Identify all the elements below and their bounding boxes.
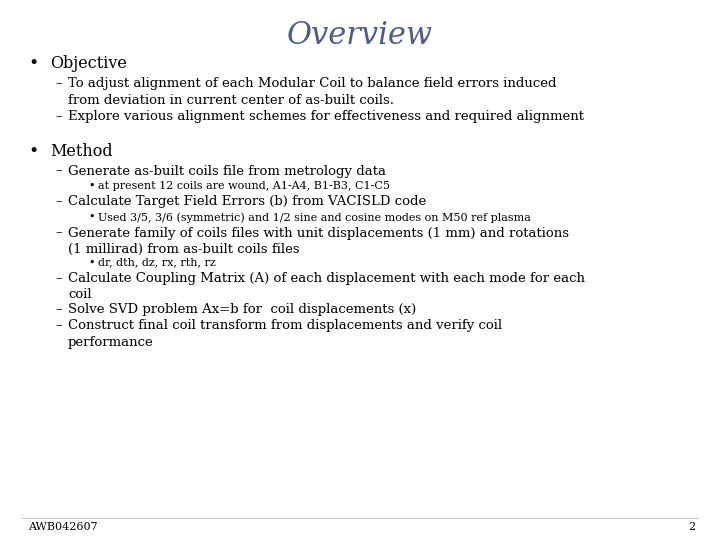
Text: –: – bbox=[55, 320, 62, 333]
Text: •: • bbox=[28, 55, 38, 72]
Text: 2: 2 bbox=[688, 522, 695, 532]
Text: Method: Method bbox=[50, 143, 112, 159]
Text: dr, dth, dz, rx, rth, rz: dr, dth, dz, rx, rth, rz bbox=[98, 258, 216, 267]
Text: –: – bbox=[55, 110, 62, 123]
Text: –: – bbox=[55, 195, 62, 208]
Text: Calculate Coupling Matrix (A) of each displacement with each mode for each
coil: Calculate Coupling Matrix (A) of each di… bbox=[68, 272, 585, 301]
Text: Generate family of coils files with unit displacements (1 mm) and rotations
(1 m: Generate family of coils files with unit… bbox=[68, 226, 569, 256]
Text: at present 12 coils are wound, A1-A4, B1-B3, C1-C5: at present 12 coils are wound, A1-A4, B1… bbox=[98, 181, 390, 191]
Text: Overview: Overview bbox=[287, 20, 433, 51]
Text: –: – bbox=[55, 77, 62, 90]
Text: Generate as-built coils file from metrology data: Generate as-built coils file from metrol… bbox=[68, 165, 386, 178]
Text: •: • bbox=[88, 212, 94, 222]
Text: Objective: Objective bbox=[50, 55, 127, 72]
Text: AWB042607: AWB042607 bbox=[28, 522, 98, 532]
Text: •: • bbox=[28, 143, 38, 159]
Text: –: – bbox=[55, 226, 62, 240]
Text: –: – bbox=[55, 272, 62, 285]
Text: •: • bbox=[88, 258, 94, 267]
Text: –: – bbox=[55, 303, 62, 316]
Text: Used 3/5, 3/6 (symmetric) and 1/2 sine and cosine modes on M50 ref plasma: Used 3/5, 3/6 (symmetric) and 1/2 sine a… bbox=[98, 212, 531, 222]
Text: Solve SVD problem Ax=b for  coil displacements (x): Solve SVD problem Ax=b for coil displace… bbox=[68, 303, 416, 316]
Text: To adjust alignment of each Modular Coil to balance field errors induced
from de: To adjust alignment of each Modular Coil… bbox=[68, 77, 557, 106]
Text: –: – bbox=[55, 165, 62, 178]
Text: Explore various alignment schemes for effectiveness and required alignment: Explore various alignment schemes for ef… bbox=[68, 110, 584, 123]
Text: Calculate Target Field Errors (b) from VACISLD code: Calculate Target Field Errors (b) from V… bbox=[68, 195, 426, 208]
Text: •: • bbox=[88, 181, 94, 191]
Text: Construct final coil transform from displacements and verify coil
performance: Construct final coil transform from disp… bbox=[68, 320, 502, 349]
